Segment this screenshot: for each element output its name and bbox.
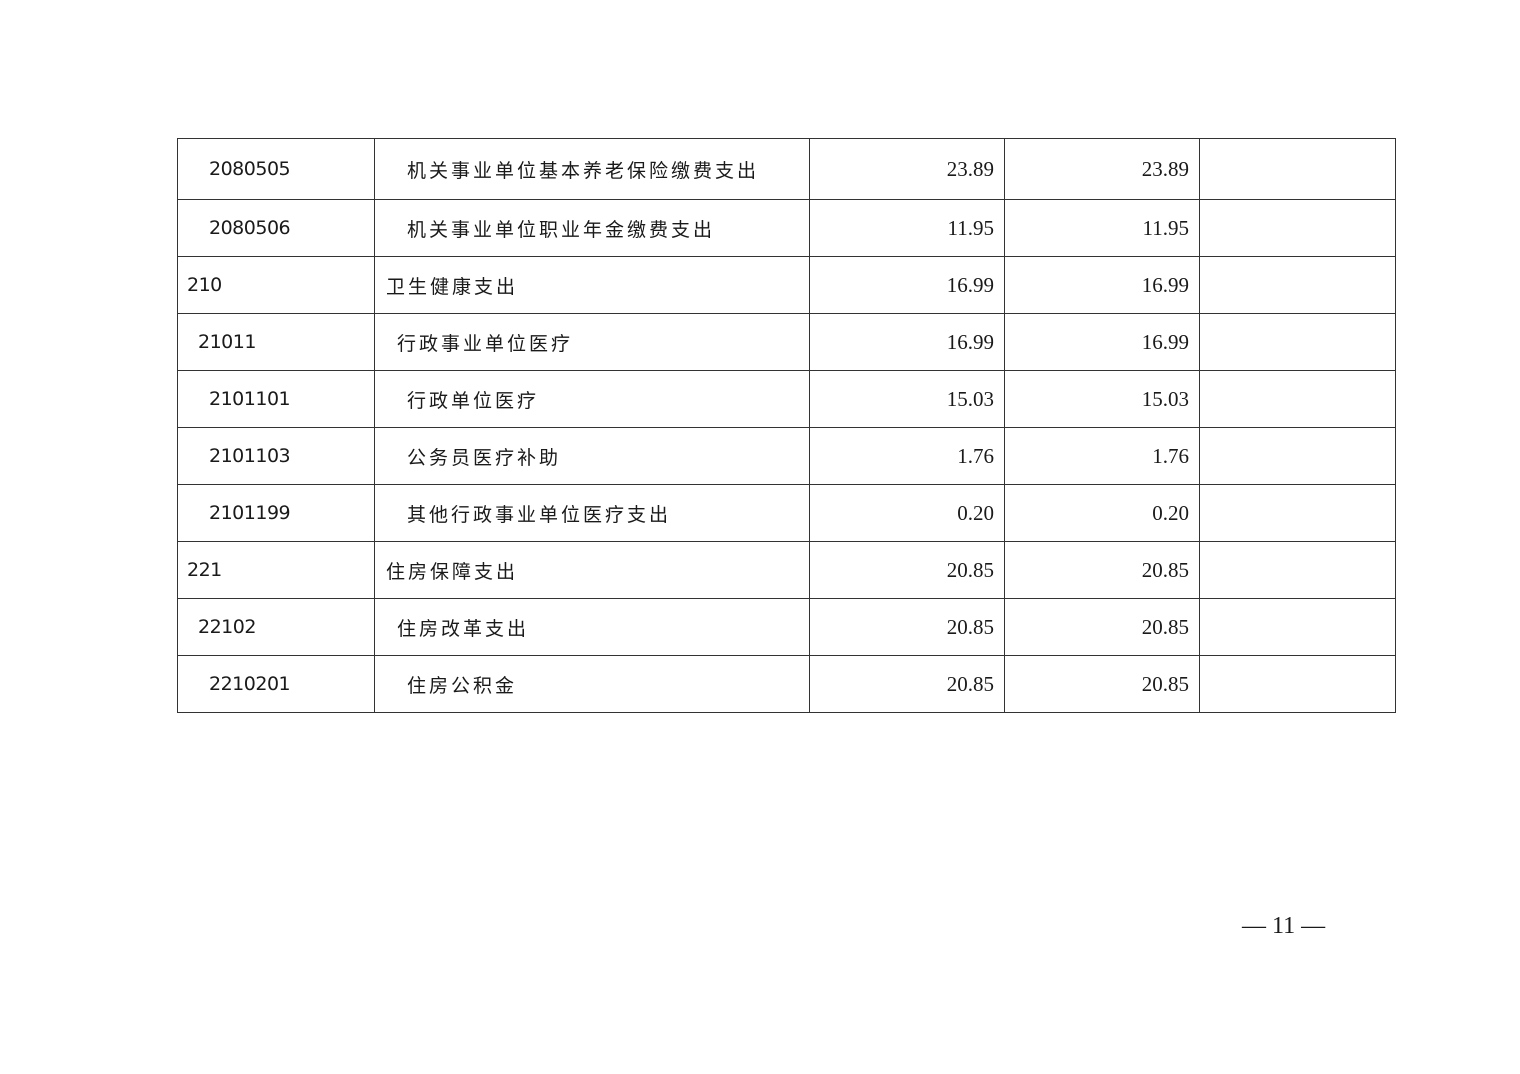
- amount-cell: 11.95: [1004, 199, 1200, 257]
- code-cell: 21011: [177, 313, 375, 371]
- amount-cell: 0.20: [1004, 484, 1200, 542]
- name-cell: 公务员医疗补助: [374, 427, 810, 485]
- amount-cell: 20.85: [809, 655, 1005, 713]
- amount-cell: 20.85: [1004, 541, 1200, 599]
- name-cell: 机关事业单位基本养老保险缴费支出: [374, 138, 810, 200]
- blank-cell: [1199, 199, 1396, 257]
- code-cell: 22102: [177, 598, 375, 656]
- table-row: 2210201 住房公积金 20.85 20.85: [177, 655, 1396, 713]
- table-row: 22102 住房改革支出 20.85 20.85: [177, 598, 1396, 656]
- amount-cell: 20.85: [809, 541, 1005, 599]
- amount-cell: 20.85: [1004, 655, 1200, 713]
- blank-cell: [1199, 598, 1396, 656]
- name-cell: 其他行政事业单位医疗支出: [374, 484, 810, 542]
- table-row: 2101199 其他行政事业单位医疗支出 0.20 0.20: [177, 484, 1396, 542]
- page-number: — 11 —: [1242, 913, 1326, 939]
- amount-cell: 16.99: [1004, 313, 1200, 371]
- blank-cell: [1199, 313, 1396, 371]
- amount-cell: 16.99: [809, 256, 1005, 314]
- table-row: 21011 行政事业单位医疗 16.99 16.99: [177, 313, 1396, 371]
- table-row: 2080506 机关事业单位职业年金缴费支出 11.95 11.95: [177, 199, 1396, 257]
- amount-cell: 20.85: [1004, 598, 1200, 656]
- amount-cell: 11.95: [809, 199, 1005, 257]
- name-cell: 行政单位医疗: [374, 370, 810, 428]
- code-cell: 2101101: [177, 370, 375, 428]
- amount-cell: 1.76: [809, 427, 1005, 485]
- table-body: 2080505 机关事业单位基本养老保险缴费支出 23.89 23.89 2080506…: [177, 138, 1396, 713]
- code-cell: 2080505: [177, 138, 375, 200]
- amount-cell: 23.89: [1004, 138, 1200, 200]
- blank-cell: [1199, 484, 1396, 542]
- code-cell: 2080506: [177, 199, 375, 257]
- name-cell: 住房公积金: [374, 655, 810, 713]
- amount-cell: 0.20: [809, 484, 1005, 542]
- blank-cell: [1199, 427, 1396, 485]
- table-row: 221 住房保障支出 20.85 20.85: [177, 541, 1396, 599]
- name-cell: 住房保障支出: [374, 541, 810, 599]
- blank-cell: [1199, 541, 1396, 599]
- code-cell: 2101103: [177, 427, 375, 485]
- table-row: 210 卫生健康支出 16.99 16.99: [177, 256, 1396, 314]
- budget-table: 2080505 机关事业单位基本养老保险缴费支出 23.89 23.89 2080506…: [177, 138, 1396, 713]
- blank-cell: [1199, 138, 1396, 200]
- amount-cell: 15.03: [1004, 370, 1200, 428]
- table-row: 2080505 机关事业单位基本养老保险缴费支出 23.89 23.89: [177, 138, 1396, 200]
- code-cell: 2210201: [177, 655, 375, 713]
- amount-cell: 16.99: [1004, 256, 1200, 314]
- amount-cell: 1.76: [1004, 427, 1200, 485]
- code-cell: 221: [177, 541, 375, 599]
- name-cell: 卫生健康支出: [374, 256, 810, 314]
- amount-cell: 23.89: [809, 138, 1005, 200]
- code-cell: 210: [177, 256, 375, 314]
- amount-cell: 15.03: [809, 370, 1005, 428]
- amount-cell: 16.99: [809, 313, 1005, 371]
- blank-cell: [1199, 370, 1396, 428]
- name-cell: 行政事业单位医疗: [374, 313, 810, 371]
- amount-cell: 20.85: [809, 598, 1005, 656]
- table-row: 2101103 公务员医疗补助 1.76 1.76: [177, 427, 1396, 485]
- table-row: 2101101 行政单位医疗 15.03 15.03: [177, 370, 1396, 428]
- blank-cell: [1199, 256, 1396, 314]
- blank-cell: [1199, 655, 1396, 713]
- name-cell: 住房改革支出: [374, 598, 810, 656]
- name-cell: 机关事业单位职业年金缴费支出: [374, 199, 810, 257]
- code-cell: 2101199: [177, 484, 375, 542]
